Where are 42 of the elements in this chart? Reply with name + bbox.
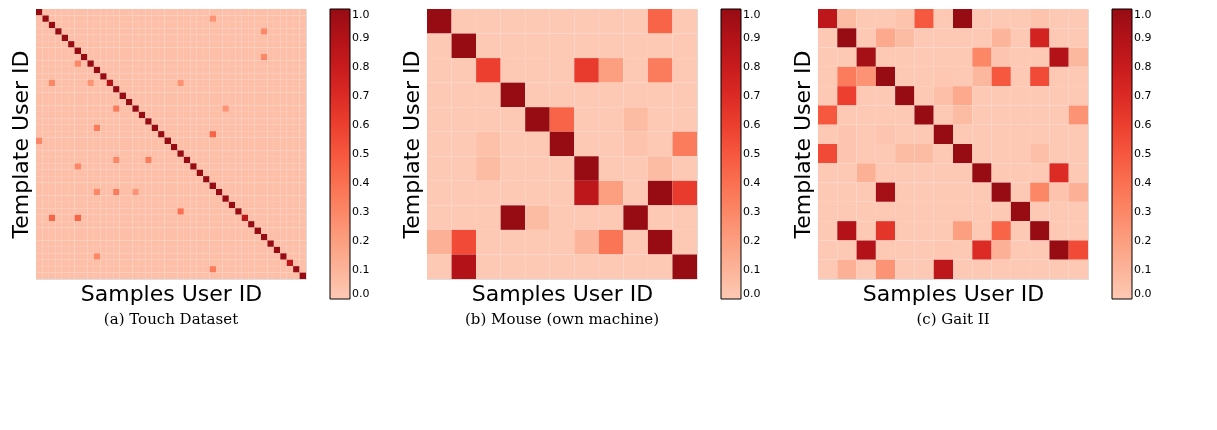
color-bar-label: 0.0: [1134, 287, 1152, 300]
color-bar-label: 0.3: [743, 205, 761, 218]
color-bar-label: 1.0: [352, 8, 370, 21]
color-bar-label: 0.9: [743, 31, 761, 44]
color-bar-label: 0.2: [352, 234, 370, 247]
y-axis-title: Template User ID: [7, 50, 33, 240]
color-bar-label: 1.0: [743, 8, 761, 21]
color-bar-label: 0.0: [352, 287, 370, 300]
color-bar-label: 0.4: [743, 176, 761, 189]
x-axis-title: Samples User ID: [862, 280, 1045, 306]
color-bar-label: 0.3: [352, 205, 370, 218]
color-bar-label: 0.8: [743, 60, 761, 73]
color-bar-label: 0.4: [1134, 176, 1152, 189]
text: (a) Touch Dataset: [103, 310, 239, 328]
color-bar-label: 0.2: [743, 234, 761, 247]
color-bar-label: 0.5: [743, 147, 761, 160]
color-bar-label: 0.7: [352, 89, 370, 102]
color-bar-label: 0.6: [743, 118, 761, 131]
text: (c) Gait II: [916, 310, 990, 328]
color-bar-label: 0.5: [352, 147, 370, 160]
color-bar-label: 0.4: [352, 176, 370, 189]
color-bar-label: 0.1: [743, 263, 761, 276]
color-bar-label: 1.0: [1134, 8, 1152, 21]
x-axis-title: Samples User ID: [80, 280, 263, 306]
y-axis-title: Template User ID: [789, 50, 815, 240]
text: (b) Mouse (own machine): [464, 310, 660, 328]
color-bar-label: 0.3: [1134, 205, 1152, 218]
color-bar-label: 0.8: [1134, 60, 1152, 73]
color-bar-label: 0.5: [1134, 147, 1152, 160]
color-bar-label: 0.6: [1134, 118, 1152, 131]
color-bar-label: 0.7: [743, 89, 761, 102]
x-axis-title: Samples User ID: [471, 280, 654, 306]
color-bar-label: 0.8: [352, 60, 370, 73]
color-bar-label: 0.9: [1134, 31, 1152, 44]
color-bar-label: 0.0: [743, 287, 761, 300]
color-bar-label: 0.6: [352, 118, 370, 131]
color-bar-label: 0.2: [1134, 234, 1152, 247]
y-axis-title: Template User ID: [398, 50, 424, 240]
color-bar-label: 0.7: [1134, 89, 1152, 102]
color-bar-label: 0.9: [352, 31, 370, 44]
color-bar-label: 0.1: [352, 263, 370, 276]
color-bar-label: 0.1: [1134, 263, 1152, 276]
